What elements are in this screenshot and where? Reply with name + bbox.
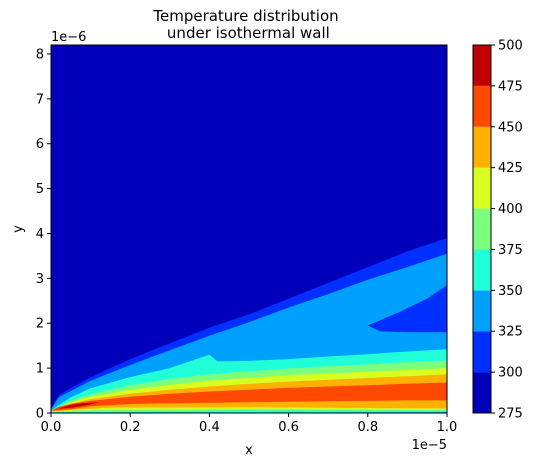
colorbar-swatch-325 xyxy=(473,290,491,332)
contour-band-475 xyxy=(58,402,99,409)
colorbar-swatch-350 xyxy=(473,249,491,291)
y-tick-label: 4 xyxy=(36,227,44,242)
colorbar-swatch-300 xyxy=(473,331,491,373)
x-axis: 0.0 0.2 0.4 0.6 0.8 1.0 xyxy=(41,413,458,435)
y-axis: 0 1 2 3 4 5 6 7 8 xyxy=(36,47,51,422)
y-tick-label: 1 xyxy=(36,362,44,377)
colorbar-tick-label: 450 xyxy=(498,120,523,135)
contour-band-450 xyxy=(51,382,447,411)
x-tick-label: 0.0 xyxy=(41,420,62,435)
plot-frame xyxy=(50,44,448,414)
x-tick-label: 0.6 xyxy=(278,420,299,435)
colorbar: 275 300 325 350 375 400 425 450 475 500 xyxy=(472,39,523,422)
colorbar-swatch-425 xyxy=(473,126,491,168)
y-scale-offset: 1e−6 xyxy=(51,30,86,45)
colorbar-swatch-450 xyxy=(473,85,491,127)
y-tick-label: 8 xyxy=(36,47,44,62)
x-tick-label: 0.4 xyxy=(199,420,220,435)
colorbar-swatch-275 xyxy=(473,372,491,413)
colorbar-tick-label: 475 xyxy=(498,79,523,94)
x-tick-label: 0.2 xyxy=(120,420,141,435)
y-tick-label: 2 xyxy=(36,317,44,332)
y-tick-label: 3 xyxy=(36,272,44,287)
colorbar-tick-label: 500 xyxy=(498,39,523,54)
colorbar-swatch-400 xyxy=(473,167,491,209)
colorbar-tick-label: 425 xyxy=(498,161,523,176)
x-tick-label: 1.0 xyxy=(437,420,458,435)
x-tick-label: 0.8 xyxy=(357,420,378,435)
x-axis-label: x xyxy=(245,443,253,458)
colorbar-tick-label: 400 xyxy=(498,202,523,217)
colorbar-tick-label: 300 xyxy=(498,366,523,381)
y-tick-label: 5 xyxy=(36,182,44,197)
x-scale-offset: 1e−5 xyxy=(412,438,447,453)
y-tick-label: 7 xyxy=(36,92,44,107)
colorbar-tick-label: 375 xyxy=(498,243,523,258)
y-tick-label: 0 xyxy=(36,407,44,422)
y-axis-label: y xyxy=(11,225,26,233)
plot-area xyxy=(50,44,448,414)
y-tick-label: 6 xyxy=(36,137,44,152)
colorbar-swatch-475 xyxy=(473,45,491,86)
colorbar-swatch-375 xyxy=(473,208,491,250)
chart-title-line2: under isothermal wall xyxy=(162,24,330,42)
colorbar-tick-label: 275 xyxy=(498,407,523,422)
colorbar-tick-label: 350 xyxy=(498,284,523,299)
colorbar-frame xyxy=(472,44,492,414)
colorbar-tick-label: 325 xyxy=(498,325,523,340)
chart-title-line1: Temperature distribution xyxy=(152,7,338,25)
